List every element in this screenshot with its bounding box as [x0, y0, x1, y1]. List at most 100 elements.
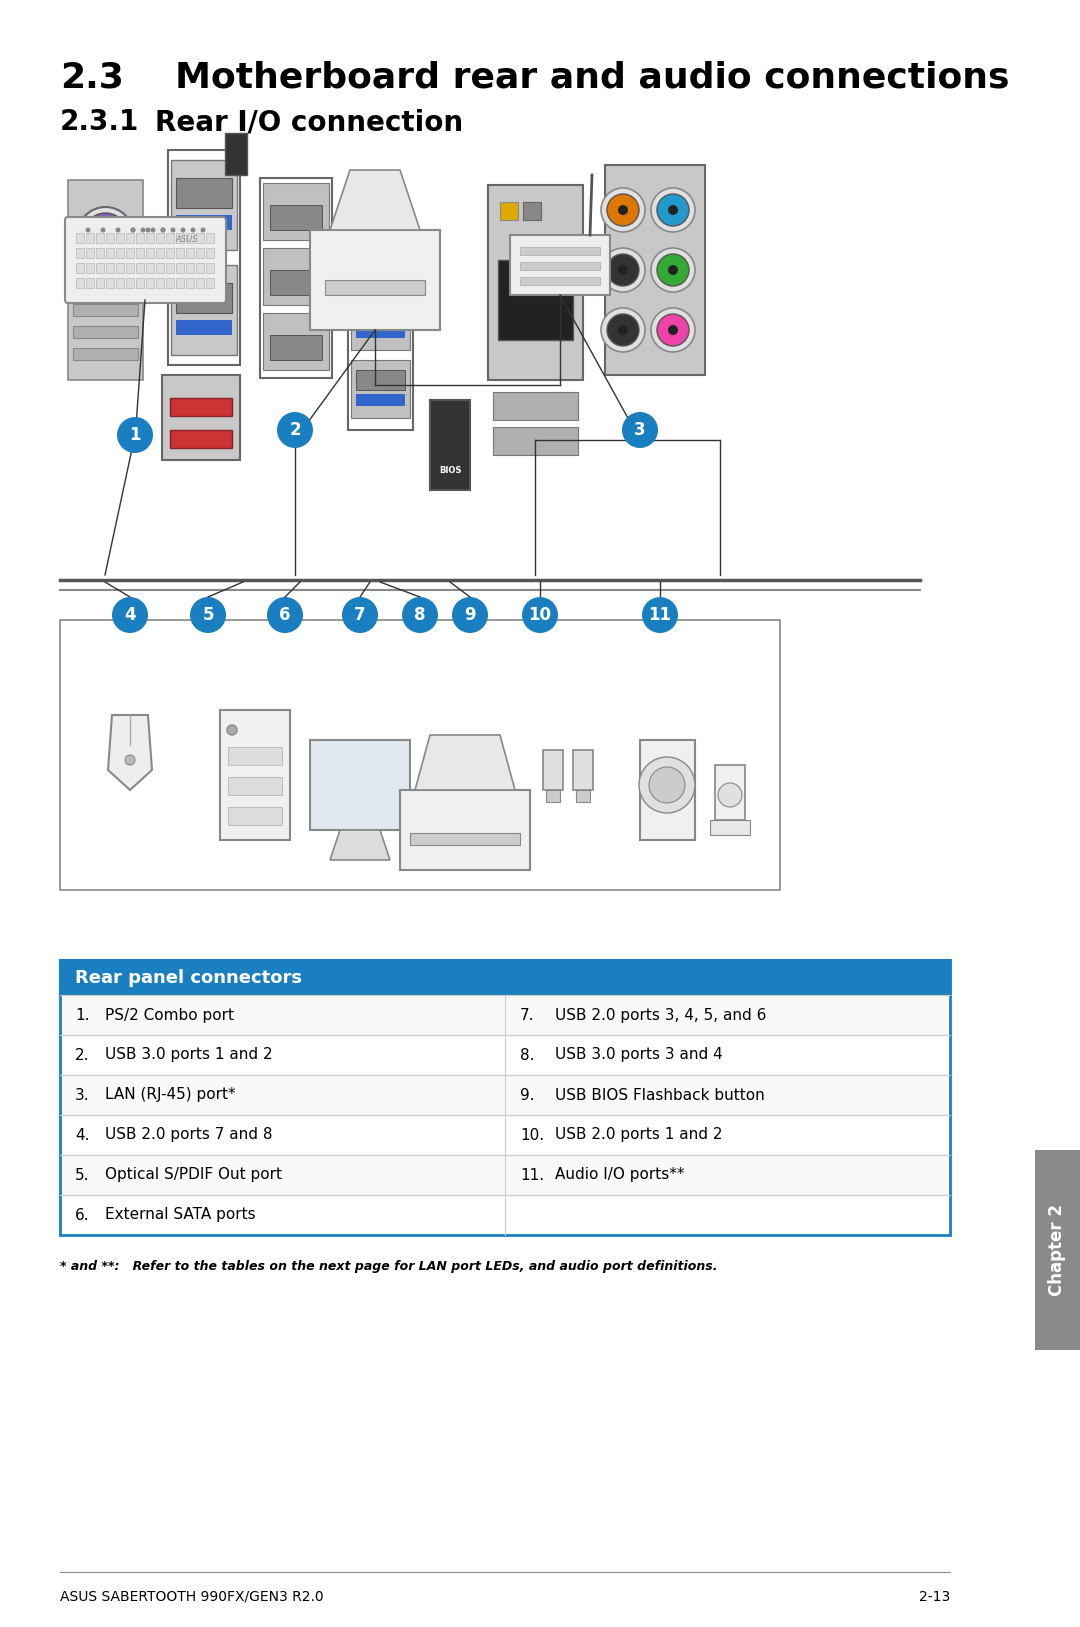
Polygon shape	[330, 169, 420, 229]
Text: 2.3: 2.3	[60, 60, 124, 94]
FancyBboxPatch shape	[488, 185, 583, 381]
FancyBboxPatch shape	[76, 264, 84, 273]
FancyBboxPatch shape	[176, 177, 232, 208]
FancyBboxPatch shape	[176, 283, 232, 312]
FancyBboxPatch shape	[356, 369, 405, 390]
Text: 2: 2	[289, 421, 301, 439]
FancyBboxPatch shape	[264, 247, 329, 304]
Circle shape	[651, 247, 696, 291]
Text: 11: 11	[648, 605, 672, 625]
Text: USB 3.0 ports 3 and 4: USB 3.0 ports 3 and 4	[555, 1048, 723, 1062]
FancyBboxPatch shape	[270, 270, 322, 294]
FancyBboxPatch shape	[400, 791, 530, 870]
Circle shape	[600, 308, 645, 351]
Circle shape	[116, 228, 121, 233]
Text: 2.3.1: 2.3.1	[60, 107, 139, 137]
FancyBboxPatch shape	[176, 321, 232, 335]
Text: 3: 3	[634, 421, 646, 439]
Circle shape	[78, 207, 134, 264]
FancyBboxPatch shape	[106, 233, 114, 242]
Circle shape	[146, 228, 150, 233]
Circle shape	[201, 228, 205, 233]
Text: 9.: 9.	[519, 1087, 535, 1103]
Circle shape	[669, 265, 678, 275]
FancyBboxPatch shape	[146, 278, 154, 288]
FancyBboxPatch shape	[206, 264, 214, 273]
FancyBboxPatch shape	[186, 278, 194, 288]
Circle shape	[276, 412, 313, 447]
FancyBboxPatch shape	[710, 820, 750, 835]
FancyBboxPatch shape	[546, 791, 561, 802]
Text: 2.: 2.	[75, 1048, 90, 1062]
Circle shape	[180, 228, 186, 233]
FancyBboxPatch shape	[76, 233, 84, 242]
FancyBboxPatch shape	[116, 247, 124, 259]
Text: External SATA ports: External SATA ports	[105, 1207, 256, 1222]
FancyBboxPatch shape	[86, 247, 94, 259]
FancyBboxPatch shape	[576, 791, 590, 802]
Text: 9: 9	[464, 605, 476, 625]
Circle shape	[618, 265, 627, 275]
FancyBboxPatch shape	[171, 265, 237, 355]
Circle shape	[90, 233, 95, 238]
Circle shape	[453, 597, 488, 633]
Text: Chapter 2: Chapter 2	[1049, 1204, 1067, 1297]
Circle shape	[112, 223, 118, 228]
FancyBboxPatch shape	[96, 278, 104, 288]
FancyBboxPatch shape	[73, 304, 138, 316]
Text: Optical S/PDIF Out port: Optical S/PDIF Out port	[105, 1168, 282, 1183]
Text: 7.: 7.	[519, 1007, 535, 1022]
FancyBboxPatch shape	[430, 400, 470, 490]
FancyBboxPatch shape	[146, 264, 154, 273]
Circle shape	[103, 220, 108, 225]
Circle shape	[657, 314, 689, 347]
Text: Motherboard rear and audio connections: Motherboard rear and audio connections	[175, 60, 1010, 94]
Circle shape	[607, 254, 639, 286]
Text: USB 2.0 ports 1 and 2: USB 2.0 ports 1 and 2	[555, 1128, 723, 1142]
FancyBboxPatch shape	[156, 247, 164, 259]
Circle shape	[342, 597, 378, 633]
FancyBboxPatch shape	[96, 247, 104, 259]
FancyBboxPatch shape	[146, 233, 154, 242]
Circle shape	[651, 189, 696, 233]
FancyBboxPatch shape	[195, 264, 204, 273]
Circle shape	[618, 325, 627, 335]
Polygon shape	[415, 735, 515, 791]
FancyBboxPatch shape	[1035, 1150, 1080, 1350]
FancyBboxPatch shape	[519, 277, 600, 285]
Circle shape	[657, 254, 689, 286]
FancyBboxPatch shape	[166, 264, 174, 273]
FancyBboxPatch shape	[116, 264, 124, 273]
Circle shape	[607, 194, 639, 226]
FancyBboxPatch shape	[166, 278, 174, 288]
Circle shape	[103, 233, 108, 238]
FancyBboxPatch shape	[176, 233, 184, 242]
FancyBboxPatch shape	[492, 426, 578, 456]
FancyBboxPatch shape	[170, 399, 232, 417]
FancyBboxPatch shape	[492, 392, 578, 420]
FancyBboxPatch shape	[116, 278, 124, 288]
FancyBboxPatch shape	[60, 1114, 950, 1155]
Text: * and **:   Refer to the tables on the next page for LAN port LEDs, and audio po: * and **: Refer to the tables on the nex…	[60, 1259, 717, 1272]
FancyBboxPatch shape	[65, 216, 226, 303]
FancyBboxPatch shape	[195, 278, 204, 288]
Circle shape	[125, 755, 135, 765]
FancyBboxPatch shape	[156, 264, 164, 273]
FancyBboxPatch shape	[96, 233, 104, 242]
FancyBboxPatch shape	[186, 247, 194, 259]
Text: LAN (RJ-45) port*: LAN (RJ-45) port*	[105, 1087, 235, 1103]
Text: USB 3.0 ports 1 and 2: USB 3.0 ports 1 and 2	[105, 1048, 272, 1062]
FancyBboxPatch shape	[356, 394, 405, 407]
FancyBboxPatch shape	[116, 233, 124, 242]
Text: 6: 6	[280, 605, 291, 625]
Text: Rear panel connectors: Rear panel connectors	[75, 968, 302, 986]
Text: BIOS: BIOS	[438, 465, 461, 475]
FancyBboxPatch shape	[136, 264, 144, 273]
FancyBboxPatch shape	[351, 291, 410, 350]
FancyBboxPatch shape	[573, 750, 593, 791]
Circle shape	[607, 314, 639, 347]
Text: 4.: 4.	[75, 1128, 90, 1142]
FancyBboxPatch shape	[136, 247, 144, 259]
FancyBboxPatch shape	[176, 247, 184, 259]
FancyBboxPatch shape	[176, 264, 184, 273]
